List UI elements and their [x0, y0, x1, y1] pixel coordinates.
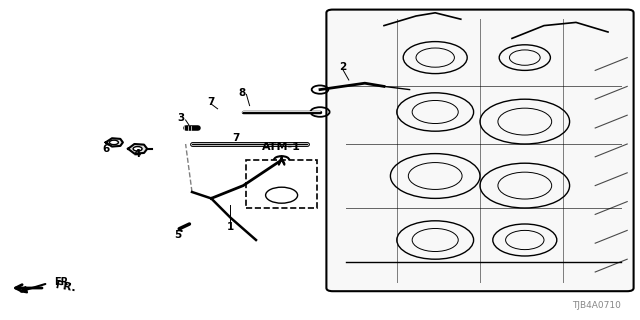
Text: 6: 6: [102, 144, 109, 154]
Text: 4: 4: [134, 148, 141, 159]
Text: ATM-1: ATM-1: [262, 142, 301, 152]
Text: FR.: FR.: [54, 280, 76, 293]
Text: 8: 8: [238, 88, 246, 98]
Text: 3: 3: [177, 113, 185, 124]
Polygon shape: [106, 138, 123, 147]
Text: FR.: FR.: [54, 276, 72, 287]
Text: TJB4A0710: TJB4A0710: [572, 301, 621, 310]
Bar: [246, 160, 317, 208]
Text: 5: 5: [174, 230, 182, 240]
Text: 7: 7: [207, 97, 215, 108]
Text: 2: 2: [339, 62, 346, 72]
Text: 1: 1: [227, 222, 234, 232]
Polygon shape: [128, 144, 147, 154]
Circle shape: [109, 140, 118, 145]
Text: 7: 7: [232, 132, 239, 143]
FancyBboxPatch shape: [326, 10, 634, 291]
Circle shape: [133, 147, 142, 151]
